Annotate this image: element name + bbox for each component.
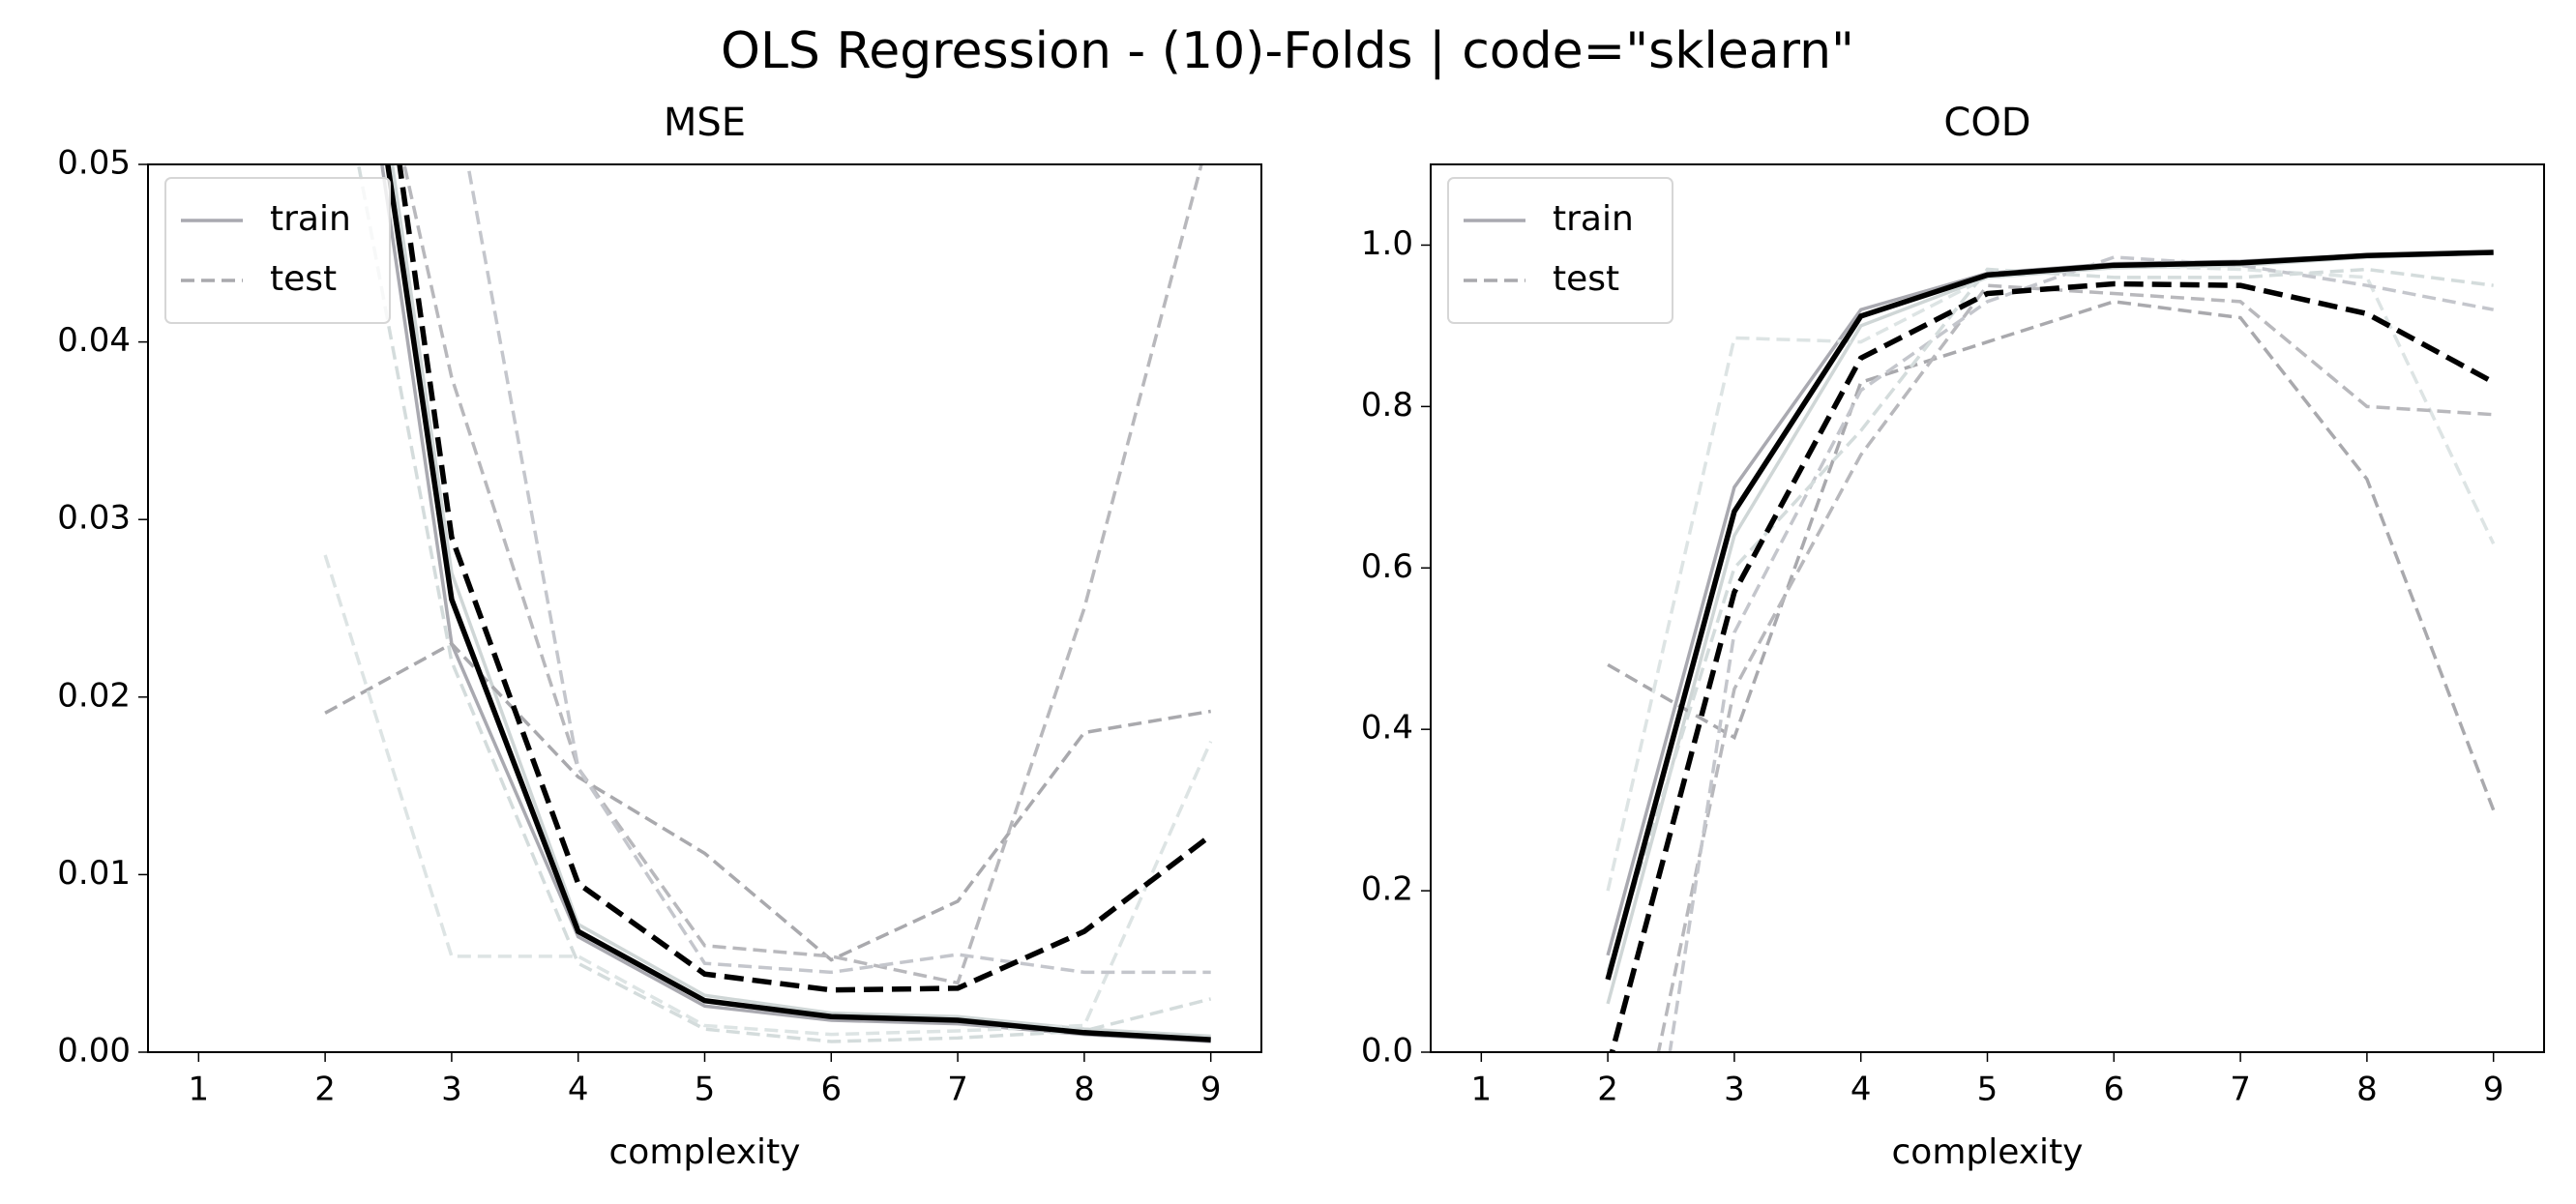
legend-frame	[1447, 177, 1673, 324]
x-tick-label: 4	[1851, 1071, 1872, 1109]
series-line	[385, 164, 1211, 1042]
series-line	[390, 164, 1211, 1039]
x-tick-label: 9	[1200, 1071, 1222, 1109]
x-tick-label: 3	[1724, 1071, 1745, 1109]
x-tick-label: 8	[2356, 1071, 2378, 1109]
axes-frame	[147, 163, 1262, 1053]
series-line	[465, 164, 1211, 975]
x-tick-label: 3	[441, 1071, 462, 1109]
series-line	[397, 164, 1213, 993]
y-tick-label: 0.8	[1361, 386, 1413, 425]
y-tick-label: 0.2	[1361, 870, 1413, 909]
series-line	[1609, 280, 2495, 1052]
series-line	[323, 554, 1213, 1037]
series-line	[1607, 300, 2496, 811]
y-tick-label: 0.01	[57, 854, 131, 893]
legend-frame	[164, 177, 391, 324]
y-tick-label: 0.02	[57, 676, 131, 715]
legend-label: train	[1553, 199, 1634, 239]
x-tick-label: 1	[1470, 1071, 1492, 1109]
x-tick-label: 6	[2103, 1071, 2124, 1109]
x-axis-label: complexity	[609, 1132, 801, 1172]
subplot-title: COD	[1943, 101, 2030, 145]
y-tick-label: 0.04	[57, 321, 131, 360]
x-tick-label: 5	[1977, 1071, 1999, 1109]
legend-label: test	[270, 259, 337, 299]
x-axis-label: complexity	[1892, 1132, 2084, 1172]
series-line	[402, 164, 1203, 985]
plot-area	[323, 164, 1213, 1043]
y-tick-label: 0.6	[1361, 547, 1413, 586]
y-tick-label: 0.4	[1361, 709, 1413, 748]
x-tick-label: 1	[188, 1071, 209, 1109]
x-tick-label: 7	[947, 1071, 968, 1109]
y-tick-label: 0.03	[57, 499, 131, 538]
x-tick-label: 2	[314, 1071, 336, 1109]
x-tick-label: 5	[695, 1071, 716, 1109]
figure-title: OLS Regression - (10)-Folds | code="skle…	[721, 22, 1854, 80]
axes-frame	[1430, 163, 2545, 1053]
series-line	[324, 641, 1211, 962]
y-tick-label: 0.0	[1361, 1032, 1413, 1071]
x-tick-label: 8	[1074, 1071, 1095, 1109]
plot-area	[1605, 250, 2496, 1052]
x-tick-label: 9	[2483, 1071, 2504, 1109]
y-tick-label: 0.05	[57, 144, 131, 183]
series-line	[1606, 267, 2494, 973]
x-tick-label: 4	[568, 1071, 589, 1109]
series-line	[1668, 255, 2495, 1052]
legend-label: train	[270, 199, 351, 239]
x-tick-label: 2	[1597, 1071, 1618, 1109]
legend-label: test	[1553, 259, 1619, 299]
subplot-title: MSE	[664, 101, 746, 145]
x-tick-label: 7	[2230, 1071, 2251, 1109]
y-tick-label: 1.0	[1361, 224, 1413, 263]
x-tick-label: 6	[820, 1071, 842, 1109]
series-line	[1605, 250, 2494, 981]
y-tick-label: 0.00	[57, 1032, 131, 1071]
